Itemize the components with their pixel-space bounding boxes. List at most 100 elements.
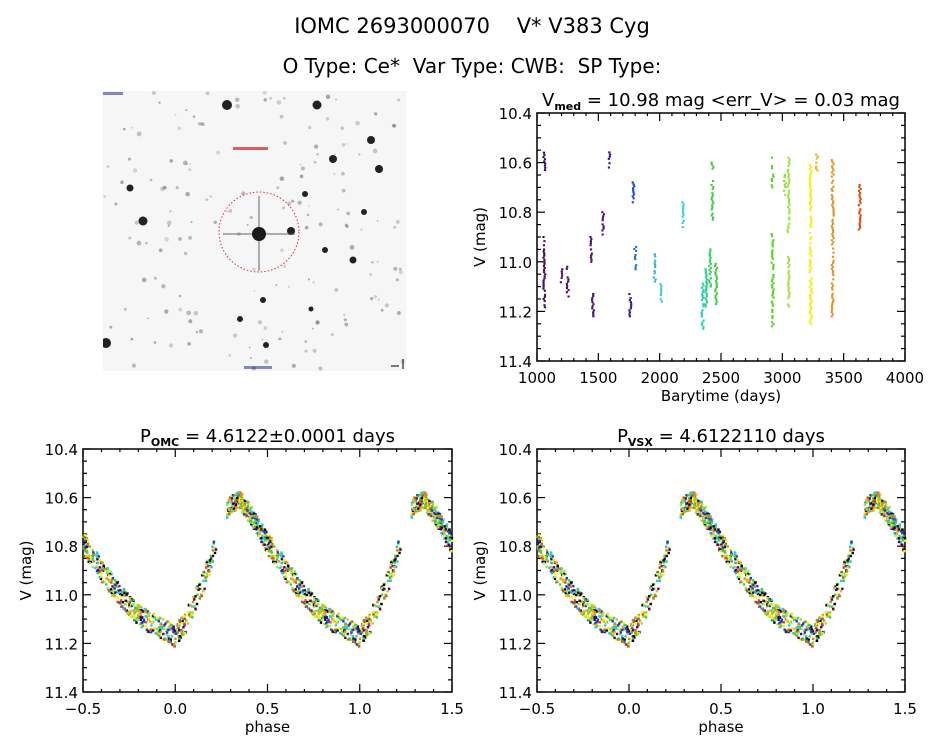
data-point bbox=[694, 504, 697, 507]
star bbox=[183, 251, 188, 256]
data-point bbox=[545, 565, 548, 569]
data-point bbox=[191, 613, 194, 616]
data-point bbox=[241, 511, 244, 514]
data-point bbox=[647, 595, 651, 598]
data-point bbox=[659, 283, 662, 286]
data-point bbox=[736, 566, 739, 569]
data-point bbox=[886, 520, 890, 523]
data-point bbox=[894, 534, 898, 538]
data-point bbox=[765, 613, 769, 616]
data-point bbox=[543, 262, 546, 265]
data-point bbox=[772, 175, 775, 178]
data-point bbox=[634, 616, 637, 619]
data-point bbox=[294, 581, 298, 584]
data-point bbox=[177, 639, 181, 643]
data-point bbox=[397, 540, 400, 543]
data-point bbox=[543, 300, 546, 303]
star bbox=[312, 281, 315, 284]
data-point bbox=[303, 589, 307, 592]
data-point bbox=[594, 616, 598, 620]
data-point bbox=[809, 304, 812, 307]
star bbox=[103, 195, 107, 198]
data-point bbox=[105, 583, 108, 586]
data-point bbox=[427, 509, 431, 512]
image-label-mark bbox=[103, 92, 123, 95]
data-point bbox=[307, 588, 310, 591]
data-point bbox=[185, 619, 188, 622]
data-point bbox=[561, 268, 564, 271]
data-point bbox=[250, 522, 253, 526]
data-point bbox=[684, 497, 687, 500]
data-point bbox=[167, 635, 170, 638]
data-point bbox=[818, 621, 822, 625]
data-point bbox=[117, 589, 120, 592]
data-point bbox=[705, 521, 708, 525]
y-axis-label: V (mag) bbox=[471, 540, 489, 600]
star bbox=[145, 241, 148, 245]
data-point bbox=[791, 616, 794, 619]
data-point bbox=[772, 609, 775, 612]
data-point bbox=[238, 500, 241, 503]
data-point bbox=[208, 570, 211, 573]
data-point bbox=[581, 605, 585, 608]
data-point bbox=[342, 626, 345, 629]
data-point bbox=[82, 535, 85, 539]
data-point bbox=[771, 310, 774, 313]
y-tick-label: 10.4 bbox=[499, 441, 532, 459]
data-point bbox=[680, 500, 684, 504]
data-point bbox=[382, 587, 386, 591]
bright-star bbox=[126, 184, 134, 192]
data-point bbox=[422, 500, 426, 503]
data-point bbox=[235, 503, 239, 506]
plot-title: Vmed = 10.98 mag <err_V> = 0.03 mag bbox=[542, 90, 900, 113]
data-point bbox=[537, 534, 541, 537]
data-point bbox=[122, 607, 125, 610]
data-point bbox=[259, 529, 262, 533]
data-point bbox=[686, 507, 689, 510]
data-point bbox=[298, 583, 302, 587]
data-point bbox=[155, 632, 159, 636]
data-point bbox=[893, 515, 896, 519]
data-point bbox=[313, 600, 316, 604]
data-point bbox=[192, 596, 195, 599]
data-point bbox=[202, 589, 205, 593]
data-point bbox=[710, 521, 713, 524]
star bbox=[248, 346, 251, 349]
data-point bbox=[364, 616, 368, 619]
data-point bbox=[879, 508, 882, 512]
data-point bbox=[711, 206, 714, 209]
data-point bbox=[579, 609, 582, 612]
data-point bbox=[283, 558, 286, 562]
data-point bbox=[787, 303, 790, 306]
data-point bbox=[641, 613, 644, 616]
star bbox=[190, 220, 193, 223]
data-point bbox=[600, 618, 604, 621]
data-point bbox=[770, 233, 773, 236]
x-tick-label: 0.5 bbox=[709, 700, 733, 718]
data-point bbox=[568, 583, 571, 587]
data-point bbox=[642, 615, 645, 618]
data-point bbox=[444, 528, 448, 531]
data-point bbox=[754, 581, 757, 584]
data-point bbox=[88, 561, 92, 565]
star bbox=[122, 127, 126, 131]
data-point bbox=[262, 541, 265, 544]
data-point bbox=[884, 505, 887, 508]
data-point bbox=[312, 613, 315, 616]
data-point bbox=[106, 567, 109, 570]
data-point bbox=[542, 151, 545, 154]
data-point bbox=[590, 252, 593, 255]
data-point bbox=[283, 566, 286, 569]
data-point bbox=[275, 565, 279, 569]
data-point bbox=[336, 614, 339, 618]
data-point bbox=[111, 576, 115, 580]
data-point bbox=[108, 579, 111, 582]
data-point bbox=[709, 285, 712, 288]
data-point bbox=[123, 594, 127, 597]
data-point bbox=[706, 301, 709, 304]
data-point bbox=[772, 288, 775, 291]
data-point bbox=[91, 565, 94, 569]
data-point bbox=[443, 525, 446, 528]
data-point bbox=[702, 290, 705, 293]
data-point bbox=[554, 568, 557, 572]
